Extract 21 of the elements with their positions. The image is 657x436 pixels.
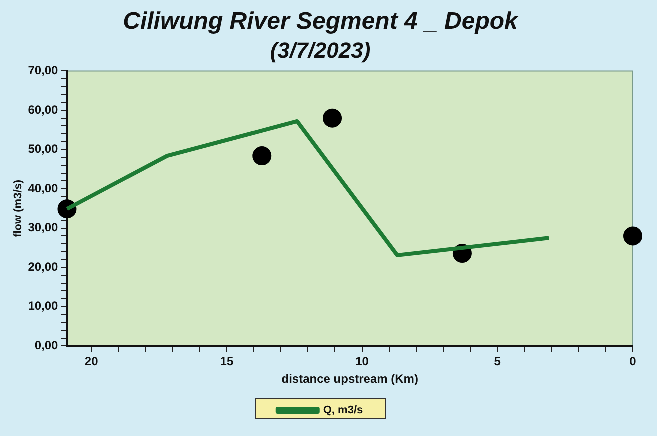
y-tick-label: 30,00 [28,220,59,235]
x-tick-label: 5 [494,354,502,369]
chart-title: Ciliwung River Segment 4 _ Depok [123,8,520,36]
legend-label: Q, m3/s [323,404,364,417]
y-tick-label: 0,00 [34,338,59,353]
x-tick-label: 10 [356,354,370,369]
point [624,226,642,246]
x-tick-label: 15 [220,354,234,369]
y-tick-label: 70,00 [28,64,59,78]
y-tick-label: 20,00 [28,260,59,274]
point [323,108,342,128]
y-tick-label: 40,00 [28,181,59,196]
y-tick-label: 10,00 [28,299,59,314]
x-tick-label: 0 [630,354,637,369]
y-axis-title: flow (m3/s) [12,180,25,238]
y-tick-label: 50,00 [28,142,59,156]
x-axis-title: distance upstream (Km) [282,372,418,386]
x-tick-label: 20 [84,354,99,369]
y-tick-label: 60,00 [28,102,59,117]
chart-subtitle: (3/7/2023) [270,38,371,64]
point [252,146,272,166]
